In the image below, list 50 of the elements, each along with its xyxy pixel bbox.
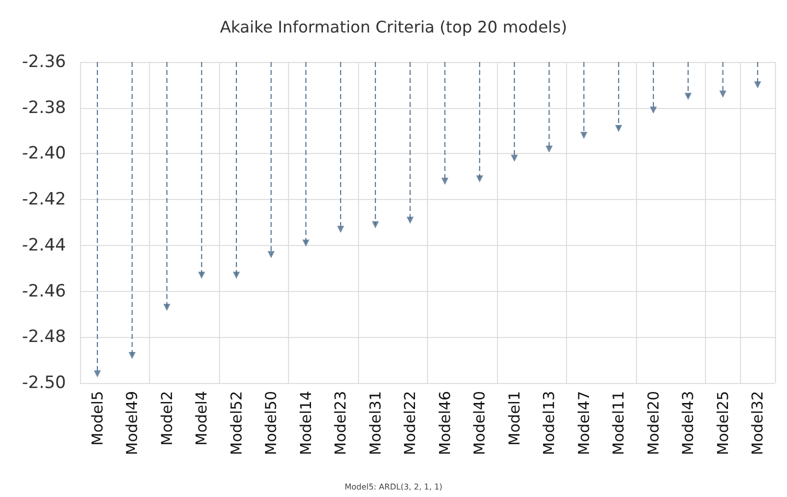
x-tick-label: Model1 [505, 391, 524, 446]
x-tick-label: Model25 [714, 391, 732, 456]
x-tick-label: Model13 [540, 391, 558, 456]
point [268, 251, 275, 258]
text: Model5: ARDL(3, 2, 1, 1) [344, 482, 442, 492]
point [546, 146, 553, 153]
x-tick-label: Model23 [332, 391, 350, 456]
point [510, 154, 518, 162]
x-tick-label: Model49 [123, 391, 142, 456]
x-tick-label: Model14 [296, 391, 315, 456]
point [650, 106, 657, 114]
x-tick-label: Model4 [192, 391, 211, 446]
point [580, 132, 588, 139]
point [198, 272, 206, 279]
point [441, 178, 448, 185]
x-tick-label: Model5 [88, 391, 106, 446]
point [754, 81, 762, 88]
x-tick-label: Model40 [470, 391, 489, 456]
x-tick-label: Model2 [158, 391, 176, 446]
x-tick-label: Model11 [610, 391, 628, 456]
y-tick-label: -2.46 [22, 281, 66, 302]
chart-title: Akaike Information Criteria (top 20 models) [220, 18, 568, 36]
x-tick-label: Model52 [227, 391, 246, 456]
point [232, 272, 240, 279]
point [337, 226, 344, 233]
point [302, 240, 310, 247]
x-tick-label: Model47 [574, 391, 593, 456]
point [615, 124, 622, 132]
y-tick-label: -2.36 [22, 52, 66, 72]
point [406, 216, 414, 224]
point [163, 304, 170, 311]
x-tick-label: Model31 [366, 391, 384, 456]
x-tick-label: Model32 [748, 391, 767, 456]
y-tick-label: -2.44 [22, 235, 66, 256]
y-tick-label: -2.40 [22, 144, 66, 164]
x-tick-label: Model46 [436, 391, 454, 456]
point [476, 175, 484, 182]
y-tick-label: -2.42 [22, 190, 66, 210]
x-tick-label: Model50 [262, 391, 280, 456]
x-tick-label: Model43 [679, 391, 698, 456]
y-tick-label: -2.38 [22, 98, 66, 118]
x-tick-label: Model22 [401, 391, 420, 456]
point [719, 90, 726, 98]
y-tick-label: -2.50 [22, 373, 66, 393]
point [372, 221, 379, 228]
point [128, 352, 136, 359]
point [684, 92, 692, 100]
y-tick-label: -2.48 [22, 327, 66, 348]
x-tick-label: Model20 [644, 391, 662, 456]
point [94, 370, 101, 378]
